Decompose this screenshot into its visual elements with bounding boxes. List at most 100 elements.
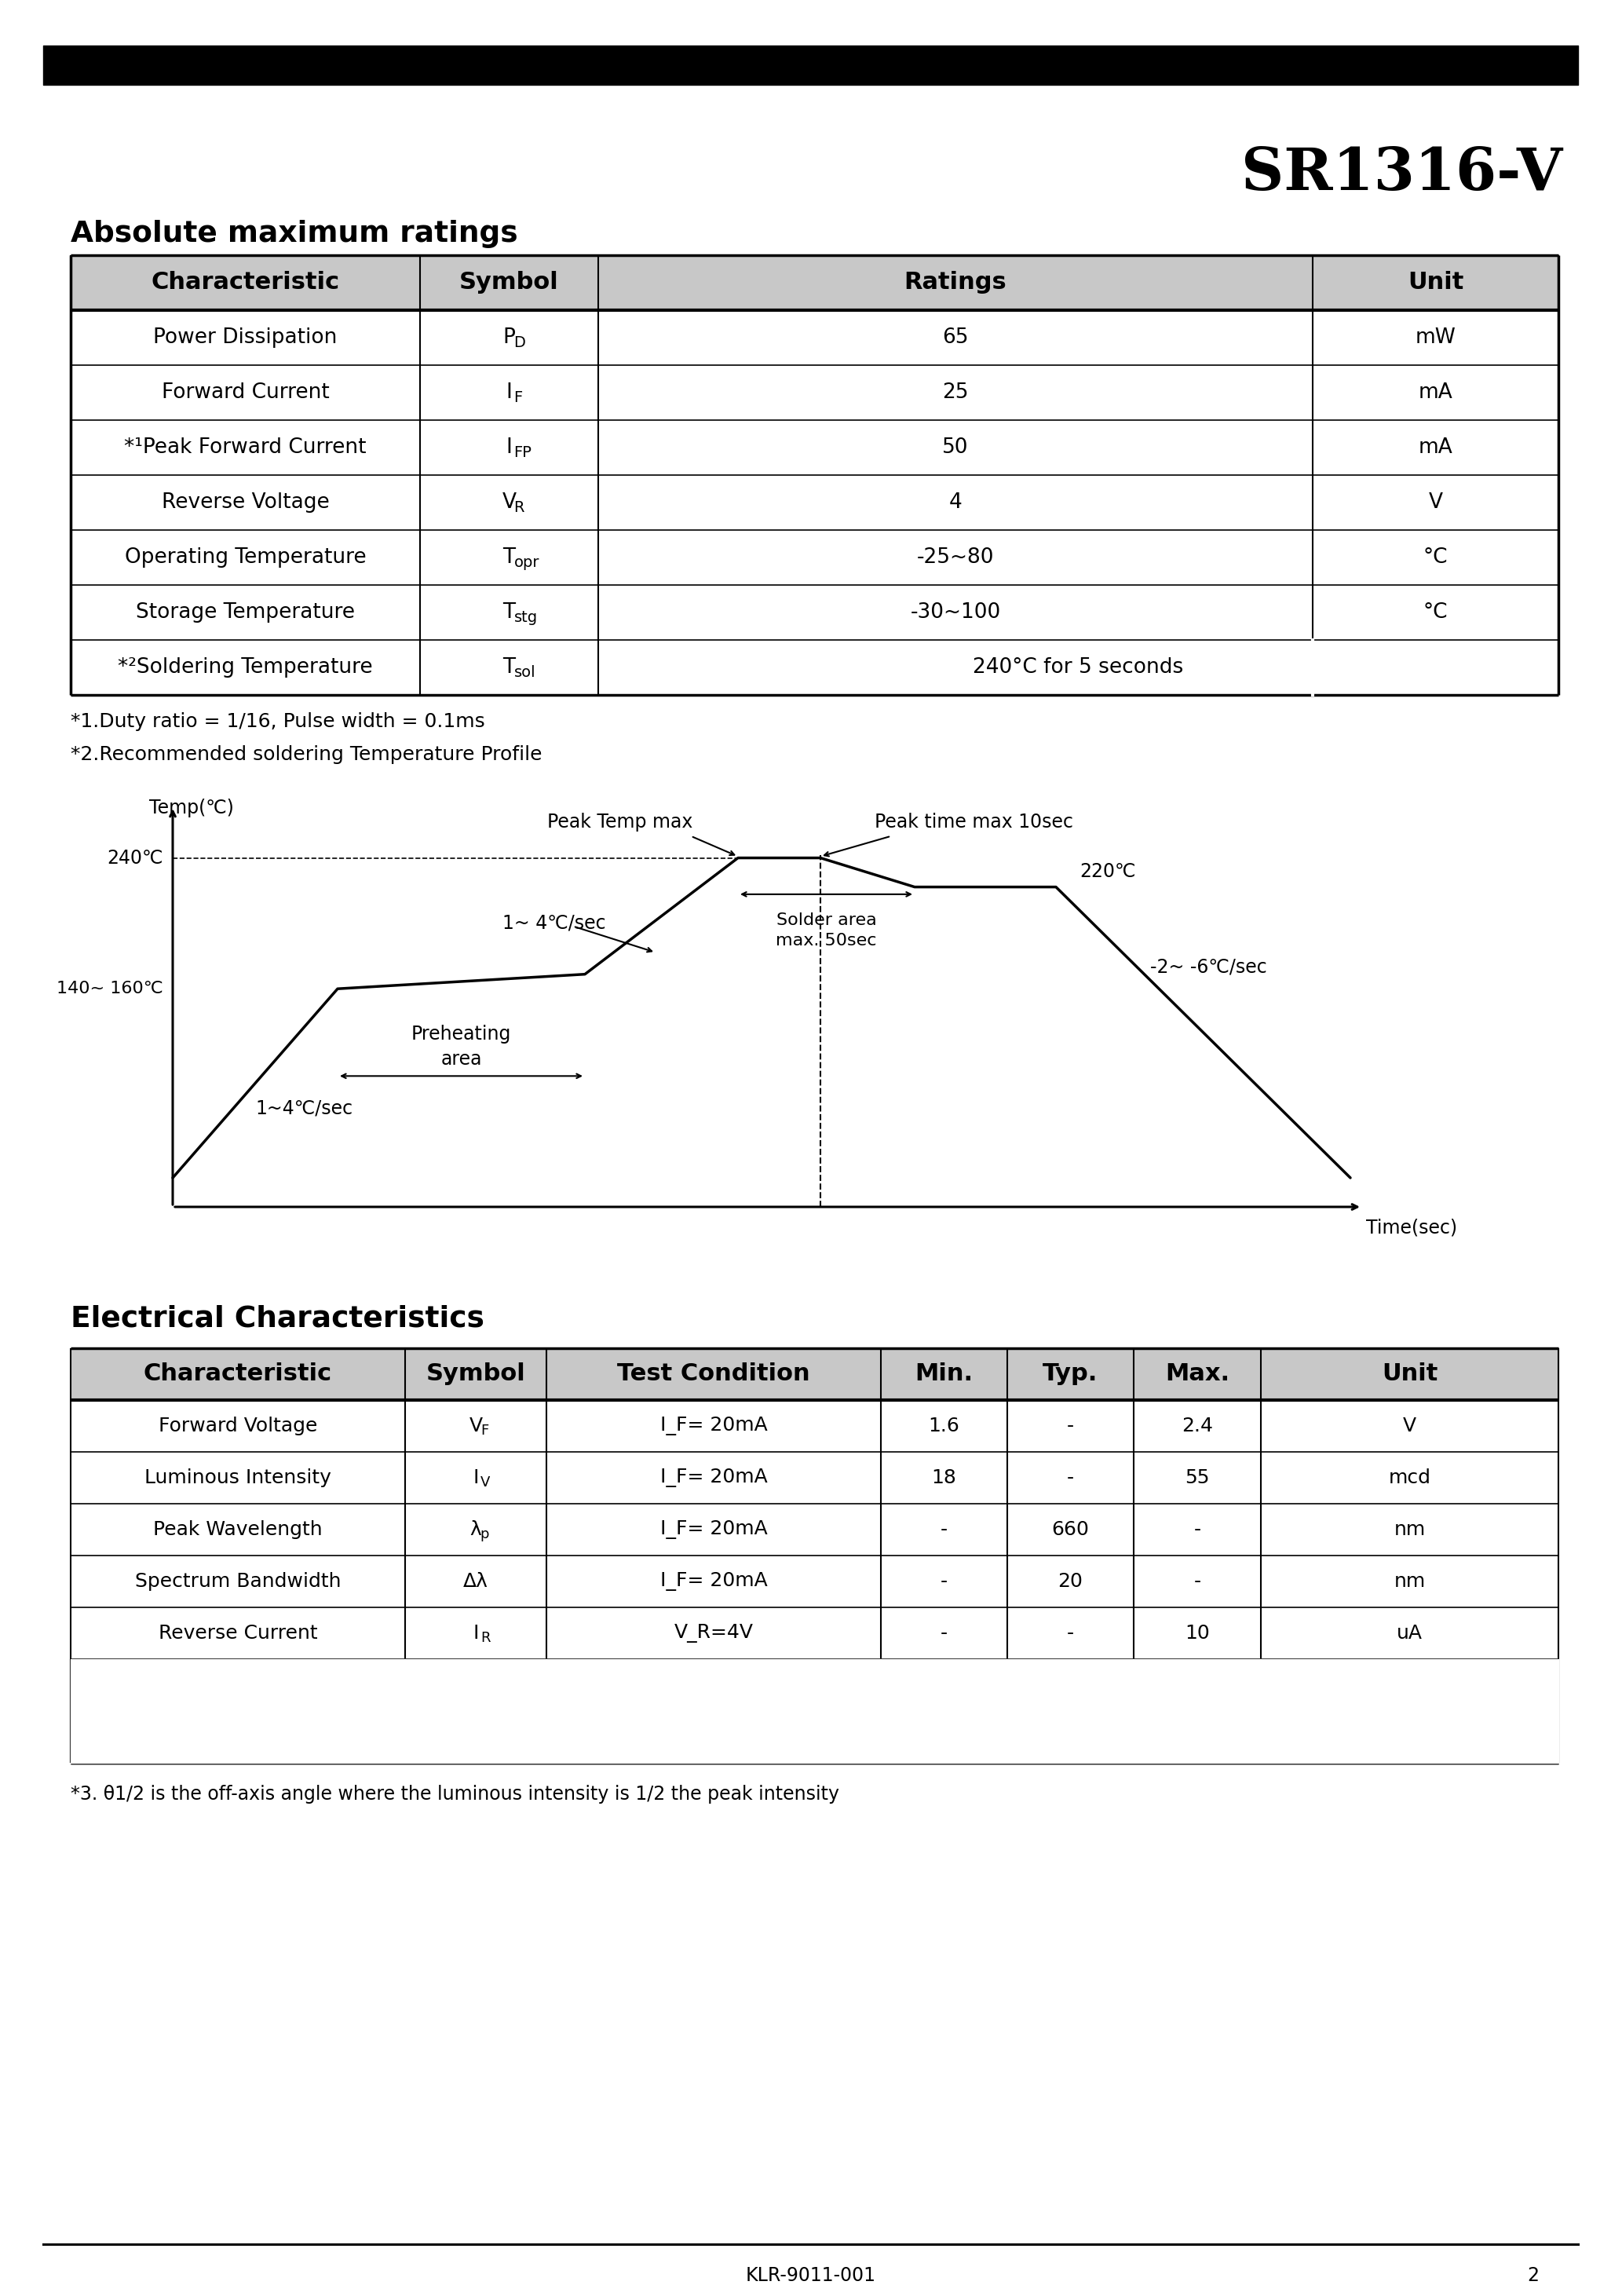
Text: stg: stg [514, 611, 537, 625]
Text: V: V [503, 491, 516, 512]
Text: -: - [941, 1520, 947, 1538]
Text: -: - [1067, 1469, 1074, 1488]
Text: mA: mA [1418, 383, 1453, 402]
Text: uA: uA [1397, 1623, 1422, 1642]
Text: 50: 50 [942, 436, 968, 457]
Text: mW: mW [1414, 328, 1457, 349]
Text: -: - [1194, 1573, 1200, 1591]
Text: -25~80: -25~80 [916, 546, 994, 567]
Text: -: - [1194, 1676, 1200, 1694]
Text: Electrical Characteristics: Electrical Characteristics [71, 1304, 485, 1334]
Text: 4: 4 [949, 491, 962, 512]
Text: opr: opr [514, 556, 540, 569]
Text: V: V [1403, 1417, 1416, 1435]
Text: *2.Recommended soldering Temperature Profile: *2.Recommended soldering Temperature Pro… [71, 746, 542, 765]
Text: I: I [474, 1623, 478, 1642]
Text: 220℃: 220℃ [1080, 861, 1135, 882]
Text: Forward Current: Forward Current [162, 383, 329, 402]
Text: 1.6: 1.6 [928, 1417, 960, 1435]
Text: 240°C for 5 seconds: 240°C for 5 seconds [973, 657, 1184, 677]
Text: Peak time max 10sec: Peak time max 10sec [874, 813, 1072, 831]
Text: SR1316-V: SR1316-V [1241, 145, 1562, 202]
Text: Δλ: Δλ [464, 1573, 488, 1591]
Text: *3. θ1/2 is the off-axis angle where the luminous intensity is 1/2 the peak inte: *3. θ1/2 is the off-axis angle where the… [71, 1784, 839, 1805]
Text: 140~ 160℃: 140~ 160℃ [57, 980, 164, 996]
Text: 20: 20 [1058, 1573, 1083, 1591]
Text: Symbol: Symbol [459, 271, 560, 294]
Text: R: R [514, 501, 524, 514]
Text: -: - [941, 1727, 947, 1747]
Text: P: P [503, 328, 516, 349]
Text: Y: Y [504, 1727, 517, 1747]
Text: I: I [474, 1469, 478, 1488]
Text: p: p [480, 1527, 490, 1541]
Text: V_R=4V: V_R=4V [675, 1623, 753, 1642]
Text: *³Half Angle: *³Half Angle [178, 1701, 297, 1720]
Text: -: - [941, 1573, 947, 1591]
Text: °C: °C [1422, 602, 1448, 622]
Text: D: D [514, 335, 526, 351]
Text: Characteristic: Characteristic [144, 1364, 333, 1384]
Text: mA: mA [1418, 436, 1453, 457]
Text: Storage Temperature: Storage Temperature [136, 602, 355, 622]
Text: -30~100: -30~100 [910, 602, 1001, 622]
Text: -: - [941, 1676, 947, 1694]
Text: I_F= 20mA: I_F= 20mA [660, 1469, 767, 1488]
Text: Ratings: Ratings [903, 271, 1007, 294]
Text: V: V [1429, 491, 1442, 512]
Text: Test Condition: Test Condition [618, 1364, 809, 1384]
Text: F: F [514, 390, 522, 406]
Text: 55: 55 [1186, 1469, 1210, 1488]
Text: I_F= 20mA: I_F= 20mA [660, 1417, 767, 1435]
Text: -: - [1194, 1727, 1200, 1747]
Text: °C: °C [1422, 546, 1448, 567]
Text: R: R [480, 1630, 490, 1646]
Text: *1.Duty ratio = 1/16, Pulse width = 0.1ms: *1.Duty ratio = 1/16, Pulse width = 0.1m… [71, 712, 485, 730]
Text: ±70: ±70 [1049, 1727, 1092, 1747]
Text: θ1/2: θ1/2 [454, 1701, 498, 1720]
Text: -: - [1194, 1520, 1200, 1538]
Text: 25: 25 [942, 383, 968, 402]
Text: KLR-9011-001: KLR-9011-001 [746, 2266, 876, 2285]
Text: Reverse Current: Reverse Current [159, 1623, 318, 1642]
Text: mcd: mcd [1388, 1469, 1431, 1488]
Text: θ1/2: θ1/2 [418, 1701, 462, 1720]
Text: 240℃: 240℃ [107, 850, 164, 868]
Text: Symbol: Symbol [427, 1364, 526, 1384]
Text: I₂= 20mA: I₂= 20mA [667, 1701, 761, 1720]
Text: 2: 2 [1526, 2266, 1539, 2285]
Text: Absolute maximum ratings: Absolute maximum ratings [71, 220, 517, 248]
Text: T: T [503, 602, 516, 622]
Text: ±65: ±65 [1049, 1676, 1092, 1694]
Text: Power Dissipation: Power Dissipation [154, 328, 337, 349]
Text: *²Soldering Temperature: *²Soldering Temperature [118, 657, 373, 677]
Text: Luminous Intensity: Luminous Intensity [144, 1469, 331, 1488]
Text: X: X [707, 1676, 720, 1694]
Text: Spectrum Bandwidth: Spectrum Bandwidth [135, 1573, 341, 1591]
Text: F: F [480, 1424, 488, 1437]
Text: Min.: Min. [915, 1364, 973, 1384]
Text: sol: sol [514, 666, 535, 680]
Text: -: - [941, 1676, 947, 1694]
Text: 2.4: 2.4 [1181, 1417, 1213, 1435]
Text: Unit: Unit [1382, 1364, 1437, 1384]
Text: Time(sec): Time(sec) [1366, 1219, 1457, 1238]
Text: Unit: Unit [1408, 271, 1463, 294]
Text: T: T [503, 657, 516, 677]
Text: -: - [941, 1727, 947, 1747]
Text: -: - [1067, 1623, 1074, 1642]
Text: Reverse Voltage: Reverse Voltage [162, 491, 329, 512]
Text: Y: Y [707, 1727, 720, 1747]
Text: *³Half Angle: *³Half Angle [178, 1701, 297, 1720]
Text: Typ.: Typ. [1043, 1364, 1098, 1384]
Text: -2~ -6℃/sec: -2~ -6℃/sec [1150, 957, 1267, 976]
Text: -: - [1067, 1417, 1074, 1435]
Text: -: - [941, 1623, 947, 1642]
Text: Solder area
max. 50sec: Solder area max. 50sec [775, 912, 878, 948]
Text: Forward Voltage: Forward Voltage [159, 1417, 318, 1435]
Text: FP: FP [514, 445, 532, 459]
Text: X: X [504, 1676, 517, 1694]
Text: 1~4℃/sec: 1~4℃/sec [255, 1097, 352, 1118]
Text: 18: 18 [931, 1469, 957, 1488]
Text: I₂= 20mA: I₂= 20mA [1369, 1701, 1463, 1720]
